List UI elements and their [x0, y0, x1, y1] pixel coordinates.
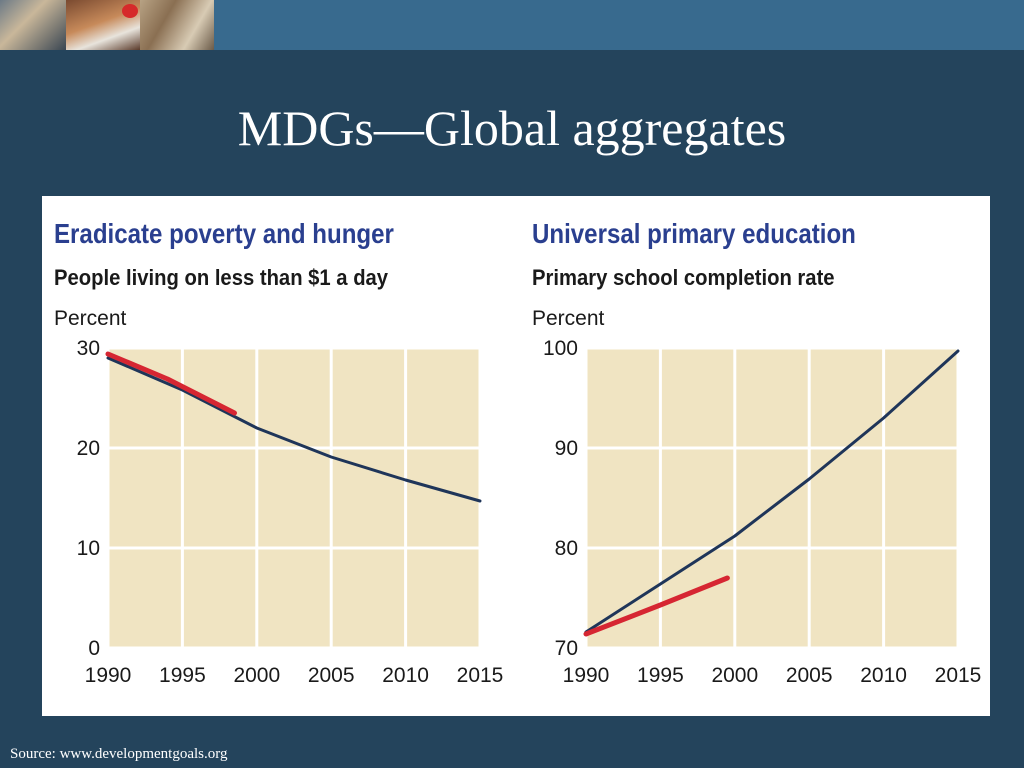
education-x-tick-2000: 2000 — [711, 664, 758, 687]
education-y-tick-80: 80 — [555, 537, 578, 560]
poverty-plot-area — [108, 348, 480, 648]
top-banner — [0, 0, 1024, 50]
left-chart-subtitle: People living on less than $1 a day — [54, 265, 389, 290]
right-chart-subtitle: Primary school completion rate — [532, 265, 835, 290]
education-y-tick-70: 70 — [555, 637, 578, 660]
source-note: Source: www.developmentgoals.org — [10, 746, 228, 762]
education-line-chart: 1990 1995 2000 2005 2010 2015 70 80 90 100 — [543, 337, 982, 687]
poverty-x-tick-1995: 1995 — [159, 664, 206, 687]
poverty-actual-line — [105, 351, 237, 416]
poverty-line-chart: 1990 1995 2000 2005 2010 2015 0 10 20 30 — [77, 337, 504, 687]
poverty-x-tick-2010: 2010 — [382, 664, 429, 687]
poverty-y-tick-0: 0 — [88, 637, 100, 660]
education-plot-area — [586, 348, 958, 648]
slide-title: MDGs—Global aggregates — [237, 100, 787, 156]
poverty-x-tick-2000: 2000 — [233, 664, 280, 687]
education-y-tick-100: 100 — [543, 337, 578, 360]
photo-child-drinking — [66, 0, 140, 50]
red-cup-shape — [122, 4, 138, 18]
education-x-tick-2015: 2015 — [935, 664, 982, 687]
education-trend-line — [584, 349, 960, 634]
poverty-y-tick-20: 20 — [77, 437, 100, 460]
education-x-tick-1995: 1995 — [637, 664, 684, 687]
education-x-tick-1990: 1990 — [563, 664, 610, 687]
poverty-y-tick-10: 10 — [77, 537, 100, 560]
poverty-x-tick-2015: 2015 — [457, 664, 504, 687]
poverty-x-tick-1990: 1990 — [85, 664, 132, 687]
photo-strip — [0, 0, 214, 50]
left-chart-title: Eradicate poverty and hunger — [54, 218, 394, 249]
poverty-trend-line — [106, 356, 482, 503]
charts-panel: Eradicate poverty and hunger People livi… — [42, 196, 990, 716]
photo-people-at-table — [0, 0, 66, 50]
poverty-x-tick-2005: 2005 — [308, 664, 355, 687]
photo-classroom — [140, 0, 214, 50]
poverty-y-tick-30: 30 — [77, 337, 100, 360]
right-chart-unit-label: Percent — [532, 307, 605, 330]
education-actual-line — [583, 575, 730, 637]
education-x-tick-2010: 2010 — [860, 664, 907, 687]
right-chart-title: Universal primary education — [532, 218, 856, 249]
education-y-tick-90: 90 — [555, 437, 578, 460]
left-chart-unit-label: Percent — [54, 307, 127, 330]
education-x-tick-2005: 2005 — [786, 664, 833, 687]
